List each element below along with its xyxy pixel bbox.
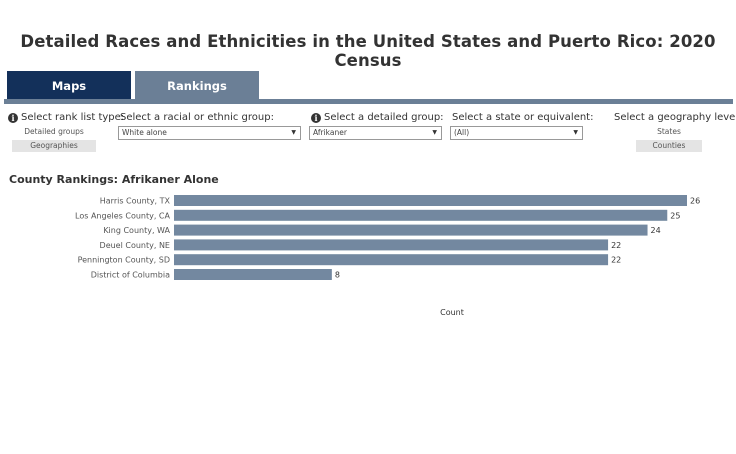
state-dropdown[interactable]: (All) ▼ bbox=[450, 126, 583, 140]
value-label: 22 bbox=[611, 241, 621, 250]
chevron-down-icon: ▼ bbox=[291, 129, 296, 136]
value-label: 25 bbox=[670, 211, 680, 220]
racial-group-value: White alone bbox=[122, 128, 167, 137]
bar[interactable] bbox=[174, 269, 332, 280]
option-states[interactable]: States bbox=[657, 127, 681, 136]
page-title: Detailed Races and Ethnicities in the Un… bbox=[20, 32, 716, 70]
tab-maps[interactable]: Maps bbox=[7, 71, 131, 100]
tab-underline bbox=[4, 99, 733, 104]
detailed-group-value: Afrikaner bbox=[313, 128, 347, 137]
category-label: King County, WA bbox=[103, 226, 170, 235]
geography-level-label: Select a geography level: bbox=[614, 112, 736, 123]
info-icon[interactable]: i bbox=[311, 112, 321, 123]
rank-list-type-label: i Select rank list type: bbox=[8, 112, 124, 123]
rank-list-type-label-text: Select rank list type: bbox=[21, 112, 125, 123]
info-icon[interactable]: i bbox=[8, 112, 18, 123]
racial-group-label: Select a racial or ethnic group: bbox=[120, 112, 274, 123]
detailed-group-label: i Select a detailed group: bbox=[311, 112, 444, 123]
value-label: 22 bbox=[611, 256, 621, 265]
bar[interactable] bbox=[174, 195, 687, 206]
option-counties[interactable]: Counties bbox=[636, 140, 702, 152]
x-axis-title: Count bbox=[440, 308, 464, 317]
state-label: Select a state or equivalent: bbox=[452, 112, 594, 123]
state-value: (All) bbox=[454, 128, 470, 137]
value-label: 24 bbox=[651, 226, 661, 235]
detailed-group-label-text: Select a detailed group: bbox=[324, 112, 444, 123]
detailed-group-dropdown[interactable]: Afrikaner ▼ bbox=[309, 126, 442, 140]
option-detailed-groups[interactable]: Detailed groups bbox=[24, 127, 84, 136]
category-label: Harris County, TX bbox=[100, 197, 171, 206]
chevron-down-icon: ▼ bbox=[573, 129, 578, 136]
option-geographies[interactable]: Geographies bbox=[12, 140, 96, 152]
bar[interactable] bbox=[174, 209, 668, 221]
bar[interactable] bbox=[174, 224, 648, 236]
racial-group-dropdown[interactable]: White alone ▼ bbox=[118, 126, 301, 140]
bar[interactable] bbox=[174, 254, 609, 266]
tab-rankings[interactable]: Rankings bbox=[135, 71, 259, 100]
value-label: 26 bbox=[690, 197, 700, 206]
rankings-bar-chart: Harris County, TX 26 Los Angeles County, C… bbox=[75, 195, 700, 317]
value-label: 8 bbox=[335, 271, 340, 280]
bar[interactable] bbox=[174, 239, 609, 251]
category-label: District of Columbia bbox=[91, 271, 170, 280]
chevron-down-icon: ▼ bbox=[432, 129, 437, 136]
category-label: Pennington County, SD bbox=[78, 256, 170, 265]
category-label: Deuel County, NE bbox=[100, 241, 170, 250]
chart-title: County Rankings: Afrikaner Alone bbox=[9, 173, 219, 186]
category-label: Los Angeles County, CA bbox=[75, 211, 170, 220]
